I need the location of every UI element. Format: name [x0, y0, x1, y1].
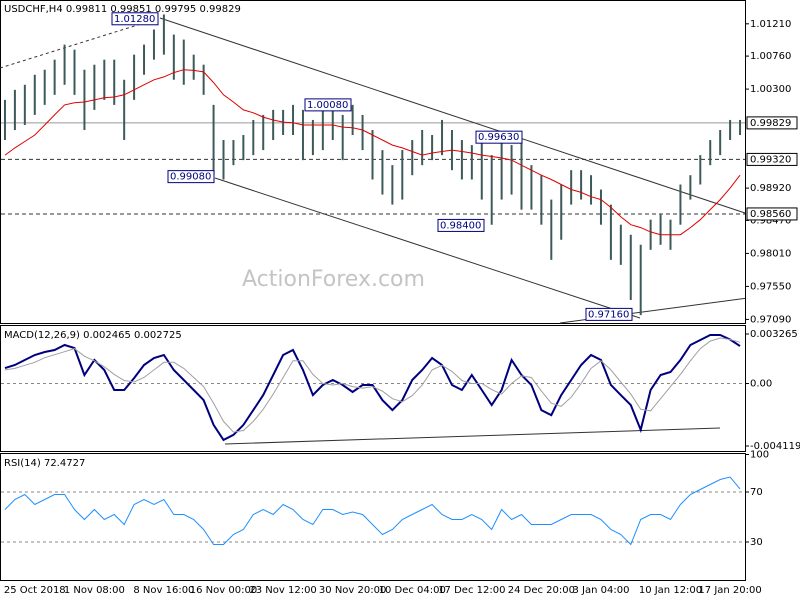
x-tick-label: 8 Nov 16:00	[133, 585, 194, 596]
annotation-box	[437, 218, 485, 232]
annotation-label: 0.98400	[440, 220, 481, 231]
x-tick-label: 10 Jan 12:00	[639, 585, 702, 596]
trend-line	[214, 177, 641, 319]
annotation-label: 0.99080	[170, 172, 211, 183]
y-tick-label: 0.98010	[750, 248, 791, 259]
level-label: 0.99320	[750, 154, 791, 165]
y-tick-label: 70	[750, 487, 763, 498]
annotation-label: 0.97160	[588, 309, 629, 320]
trend-line	[159, 17, 746, 214]
x-tick-label: 24 Dec 20:00	[508, 585, 575, 596]
series-line	[4, 337, 741, 433]
annotation-box	[167, 170, 215, 184]
x-tick-label: 17 Jan 20:00	[698, 585, 761, 596]
annotation-box	[585, 307, 633, 321]
level-box	[746, 116, 798, 130]
y-tick-label: 0.98470	[750, 215, 791, 226]
annotation-box	[475, 130, 523, 144]
y-tick-label: 1.00760	[750, 51, 791, 62]
trend-line	[0, 17, 161, 69]
series-line	[4, 476, 741, 546]
annotation-label: 0.99630	[478, 132, 519, 143]
x-tick-label: 10 Dec 04:00	[379, 585, 446, 596]
trend-line	[224, 427, 721, 445]
y-tick-label: 0.00	[750, 379, 772, 390]
x-tick-label: 30 Nov 20:00	[319, 585, 386, 596]
x-tick-label: 3 Jan 04:00	[572, 585, 629, 596]
y-tick-label: 0.97090	[750, 314, 791, 325]
y-tick-label: 1.01210	[750, 19, 791, 30]
x-tick-label: 25 Oct 2018	[4, 585, 66, 596]
rsi-frame	[0, 453, 746, 581]
annotation-label: 1.00080	[307, 100, 348, 111]
macd-frame	[0, 325, 746, 452]
x-tick-label: 23 Nov 12:00	[249, 585, 316, 596]
x-tick-label: 1 Nov 08:00	[64, 585, 125, 596]
series-line	[4, 334, 741, 442]
price-frame	[0, 0, 746, 324]
level-box	[746, 207, 798, 221]
y-tick-label: 0.97550	[750, 281, 791, 292]
y-tick-label: 0.98920	[750, 183, 791, 194]
level-label: 0.98560	[750, 209, 791, 220]
moving-average	[4, 69, 741, 236]
macd-title: MACD(12,26,9) 0.002465 0.002725	[4, 330, 182, 341]
y-tick-label: -0.004119	[750, 441, 800, 452]
y-tick-label: 100	[750, 450, 769, 461]
y-tick-label: 30	[750, 537, 763, 548]
y-tick-label: 0.003265	[750, 329, 798, 340]
level-label: 0.99829	[750, 118, 791, 129]
rsi-title: RSI(14) 72.4727	[4, 458, 85, 469]
x-tick-label: 16 Nov 00:00	[190, 585, 257, 596]
y-tick-label: 1.00300	[750, 84, 791, 95]
annotation-box	[304, 98, 352, 112]
price-title: USDCHF,H4 0.99811 0.99851 0.99795 0.9982…	[4, 4, 241, 15]
x-tick-label: 17 Dec 12:00	[438, 585, 505, 596]
watermark: ActionForex.com	[242, 267, 425, 292]
annotation-label: 1.01280	[114, 14, 155, 25]
level-box	[746, 152, 798, 166]
annotation-box	[111, 12, 159, 26]
